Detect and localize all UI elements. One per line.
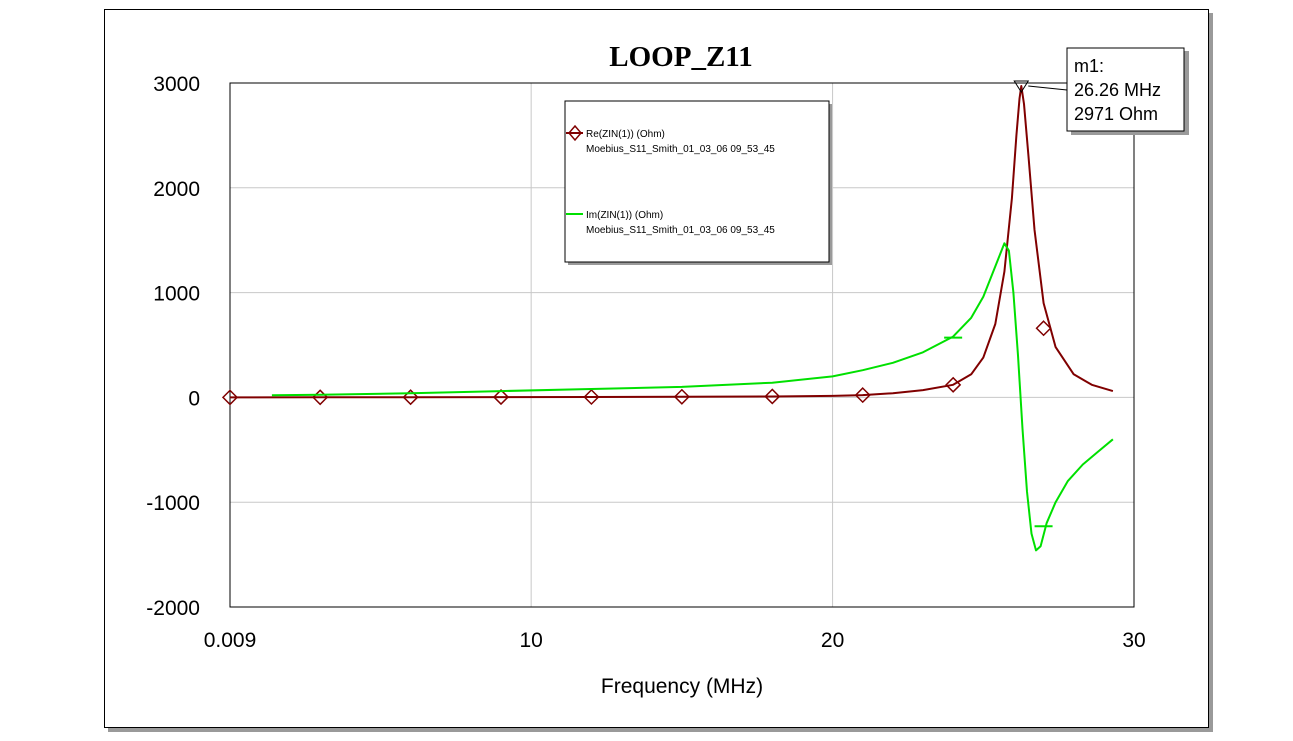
y-tick-label: 0: [188, 387, 200, 410]
x-tick-label: 10: [519, 629, 542, 652]
data-point-marker: [854, 387, 871, 404]
x-tick-label: 30: [1122, 629, 1145, 652]
plot-border: [229, 82, 1135, 608]
series-line-im: [271, 242, 1114, 552]
x-tick-label: 0.009: [204, 629, 257, 652]
y-tick-label: 2000: [153, 178, 200, 201]
data-point-marker: [1035, 320, 1052, 337]
x-axis-label: Frequency (MHz): [601, 675, 763, 698]
data-point-marker: [673, 388, 690, 405]
y-tick-label: 3000: [153, 73, 200, 96]
marker-triangle-icon[interactable]: [1013, 80, 1030, 93]
marker-line-3: 2971 Ohm: [1074, 104, 1158, 124]
data-point-marker: [945, 376, 962, 393]
y-tick-label: -2000: [146, 597, 200, 620]
series-line-re: [229, 85, 1114, 399]
data-point-marker: [583, 388, 600, 406]
legend-source-re: Moebius_S11_Smith_01_03_06 09_53_45: [586, 144, 775, 155]
y-tick-label: -1000: [146, 492, 200, 515]
legend-label-re: Re(ZIN(1)) (Ohm): [586, 129, 665, 140]
x-tick-label: 20: [821, 629, 844, 652]
legend[interactable]: Re(ZIN(1)) (Ohm) Moebius_S11_Smith_01_03…: [564, 100, 832, 265]
data-point-marker: [402, 389, 419, 406]
data-point-marker: [221, 389, 239, 406]
marker-leader-line: [1028, 85, 1068, 91]
marker-m1[interactable]: m1: 26.26 MHz 2971 Ohm: [1013, 47, 1189, 135]
series-layer: [221, 85, 1114, 552]
legend-label-im: Im(ZIN(1)) (Ohm): [586, 210, 663, 221]
legend-source-im: Moebius_S11_Smith_01_03_06 09_53_45: [586, 225, 775, 236]
chart-title: LOOP_Z11: [609, 41, 752, 73]
data-point-marker: [492, 389, 510, 406]
marker-line-1: m1:: [1074, 56, 1104, 76]
legend-marker-diamond-icon: [568, 124, 582, 142]
data-point-marker: [764, 388, 781, 405]
y-tick-label: 1000: [153, 283, 200, 306]
marker-line-2: 26.26 MHz: [1074, 80, 1161, 100]
marker-box: [1066, 47, 1185, 132]
legend-box: [564, 100, 830, 263]
axes: 0.009 10 20 30 3000 2000 1000 0 -1000 -2000: [146, 73, 1145, 652]
